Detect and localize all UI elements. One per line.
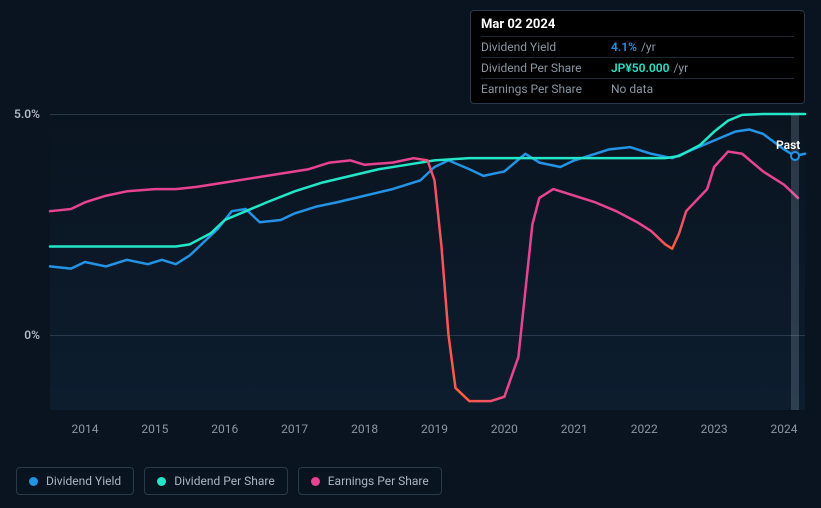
legend: Dividend Yield Dividend Per Share Earnings… <box>16 467 442 495</box>
legend-item[interactable]: Dividend Yield <box>16 467 134 495</box>
tooltip-row-value: JP¥50.000 <box>611 61 669 75</box>
tooltip-row-unit: /yr <box>673 61 688 75</box>
y-axis-label: 0% <box>0 328 40 342</box>
tooltip-row-label: Dividend Yield <box>481 40 611 54</box>
x-axis-label: 2019 <box>421 422 448 436</box>
hover-marker <box>790 151 800 161</box>
legend-label: Dividend Yield <box>46 474 121 488</box>
x-axis-label: 2023 <box>701 422 728 436</box>
x-axis-label: 2017 <box>281 422 308 436</box>
legend-item[interactable]: Earnings Per Share <box>298 467 442 495</box>
tooltip-row-unit: /yr <box>641 40 656 54</box>
tooltip-row: Dividend Per ShareJP¥50.000/yr <box>481 57 794 78</box>
tooltip: Mar 02 2024 Dividend Yield4.1%/yrDividen… <box>470 10 805 104</box>
series-dividend_per_share <box>50 114 805 247</box>
x-axis-label: 2014 <box>71 422 98 436</box>
tooltip-row-label: Dividend Per Share <box>481 61 611 75</box>
tooltip-row-value: No data <box>611 82 653 96</box>
x-axis-label: 2021 <box>561 422 588 436</box>
tooltip-row-value: 4.1% <box>611 40 637 54</box>
legend-label: Earnings Per Share <box>328 474 429 488</box>
tooltip-row: Earnings Per ShareNo data <box>481 78 794 99</box>
y-axis-label: 5.0% <box>0 107 40 121</box>
tooltip-date: Mar 02 2024 <box>481 17 794 36</box>
x-axis-label: 2020 <box>491 422 518 436</box>
x-axis-label: 2024 <box>771 422 798 436</box>
legend-dot <box>29 477 38 486</box>
legend-item[interactable]: Dividend Per Share <box>144 467 288 495</box>
tooltip-row-label: Earnings Per Share <box>481 82 611 96</box>
x-axis-label: 2022 <box>631 422 658 436</box>
legend-label: Dividend Per Share <box>174 474 275 488</box>
x-axis-label: 2018 <box>351 422 378 436</box>
legend-dot <box>157 477 166 486</box>
past-label: Past <box>776 138 800 152</box>
series-earnings_per_share <box>50 152 798 402</box>
x-axis-label: 2015 <box>141 422 168 436</box>
x-axis-label: 2016 <box>211 422 238 436</box>
legend-dot <box>311 477 320 486</box>
tooltip-row: Dividend Yield4.1% /yr <box>481 36 794 57</box>
